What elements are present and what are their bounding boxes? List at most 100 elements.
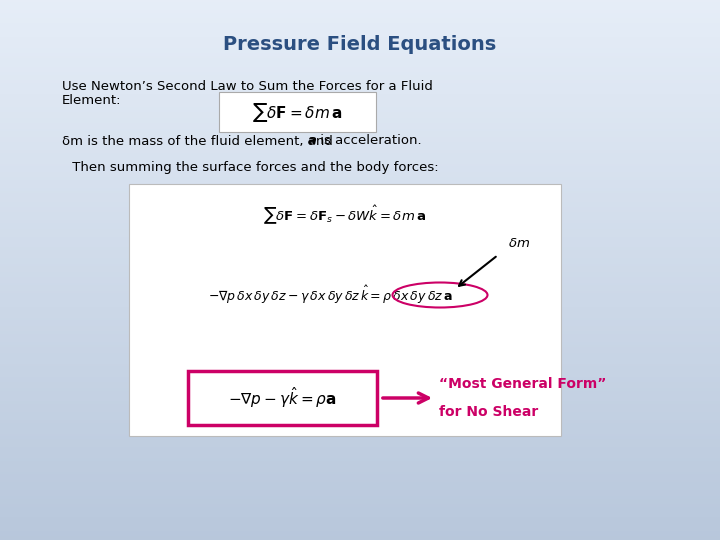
Bar [0, 427, 720, 429]
FancyBboxPatch shape [129, 184, 561, 436]
Bar [0, 251, 720, 254]
Bar [0, 38, 720, 40]
Bar [0, 529, 720, 532]
Bar [0, 448, 720, 451]
Bar [0, 59, 720, 62]
Bar [0, 462, 720, 464]
Bar [0, 84, 720, 86]
Bar [0, 224, 720, 227]
Bar [0, 394, 720, 397]
Bar [0, 375, 720, 378]
Text: Use Newton’s Second Law to Sum the Forces for a Fluid: Use Newton’s Second Law to Sum the Force… [62, 80, 433, 93]
Bar [0, 327, 720, 329]
Bar [0, 300, 720, 302]
Bar [0, 378, 720, 381]
Bar [0, 491, 720, 494]
Text: $\sum \delta\mathbf{F} = \delta\mathbf{F}_s - \delta W\hat{k} = \delta m\,\mathb: $\sum \delta\mathbf{F} = \delta\mathbf{F… [264, 204, 426, 226]
Bar [0, 429, 720, 432]
Bar [0, 348, 720, 351]
Bar [0, 127, 720, 130]
Bar [0, 451, 720, 454]
Bar [0, 100, 720, 103]
Bar [0, 173, 720, 176]
Bar [0, 410, 720, 413]
Text: $\delta m$: $\delta m$ [508, 237, 530, 250]
Bar [0, 319, 720, 321]
Bar [0, 335, 720, 338]
Bar [0, 389, 720, 392]
Bar [0, 192, 720, 194]
Bar [0, 383, 720, 386]
Bar [0, 189, 720, 192]
Bar [0, 154, 720, 157]
Bar [0, 454, 720, 456]
Text: for No Shear: for No Shear [439, 405, 539, 419]
Bar [0, 308, 720, 310]
Bar [0, 270, 720, 273]
Bar [0, 278, 720, 281]
Bar [0, 292, 720, 294]
Bar [0, 478, 720, 481]
Bar [0, 502, 720, 505]
Bar [0, 486, 720, 489]
Bar [0, 284, 720, 286]
Bar [0, 111, 720, 113]
Bar [0, 176, 720, 178]
Bar [0, 489, 720, 491]
Bar [0, 254, 720, 256]
Bar [0, 432, 720, 435]
Bar [0, 49, 720, 51]
Bar [0, 165, 720, 167]
Bar [0, 86, 720, 89]
Bar [0, 30, 720, 32]
Text: $-\nabla p\,\delta x\,\delta y\,\delta z - \gamma\,\delta x\,\delta y\,\delta z\: $-\nabla p\,\delta x\,\delta y\,\delta z… [207, 284, 452, 306]
Bar [0, 324, 720, 327]
Bar [0, 57, 720, 59]
Bar [0, 413, 720, 416]
Bar [0, 402, 720, 405]
Text: δm is the mass of the fluid element, and: δm is the mass of the fluid element, and [62, 134, 337, 147]
Bar [0, 435, 720, 437]
Bar [0, 197, 720, 200]
Bar [0, 138, 720, 140]
Bar [0, 340, 720, 343]
Bar [0, 505, 720, 508]
Bar [0, 32, 720, 35]
Bar [0, 243, 720, 246]
Bar [0, 500, 720, 502]
Bar [0, 346, 720, 348]
Bar [0, 362, 720, 364]
Bar [0, 213, 720, 216]
Bar [0, 524, 720, 526]
Bar [0, 46, 720, 49]
FancyBboxPatch shape [219, 92, 376, 132]
Text: a: a [308, 134, 317, 147]
Bar [0, 470, 720, 472]
Bar [0, 178, 720, 181]
Bar [0, 3, 720, 5]
Bar [0, 186, 720, 189]
Bar [0, 351, 720, 354]
Bar [0, 329, 720, 332]
Bar [0, 405, 720, 408]
Bar [0, 116, 720, 119]
Bar [0, 464, 720, 467]
Bar [0, 43, 720, 46]
Bar [0, 310, 720, 313]
Bar [0, 62, 720, 65]
Text: Then summing the surface forces and the body forces:: Then summing the surface forces and the … [68, 161, 438, 174]
Bar [0, 321, 720, 324]
Bar [0, 359, 720, 362]
Bar [0, 27, 720, 30]
Bar [0, 467, 720, 470]
Bar [0, 421, 720, 424]
Bar [0, 8, 720, 11]
Bar [0, 259, 720, 262]
Bar [0, 19, 720, 22]
Bar [0, 397, 720, 400]
Bar [0, 81, 720, 84]
Bar [0, 5, 720, 8]
Bar [0, 202, 720, 205]
Bar [0, 151, 720, 154]
Bar [0, 356, 720, 359]
